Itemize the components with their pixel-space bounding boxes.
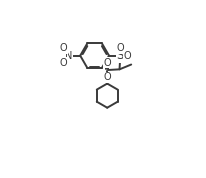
Text: O: O: [60, 43, 67, 54]
Text: O: O: [124, 51, 132, 61]
Text: O: O: [103, 72, 111, 82]
Text: N: N: [65, 51, 72, 61]
Text: S: S: [117, 49, 124, 62]
Text: O: O: [60, 58, 67, 68]
Text: O: O: [116, 43, 124, 54]
Text: O: O: [103, 58, 111, 68]
